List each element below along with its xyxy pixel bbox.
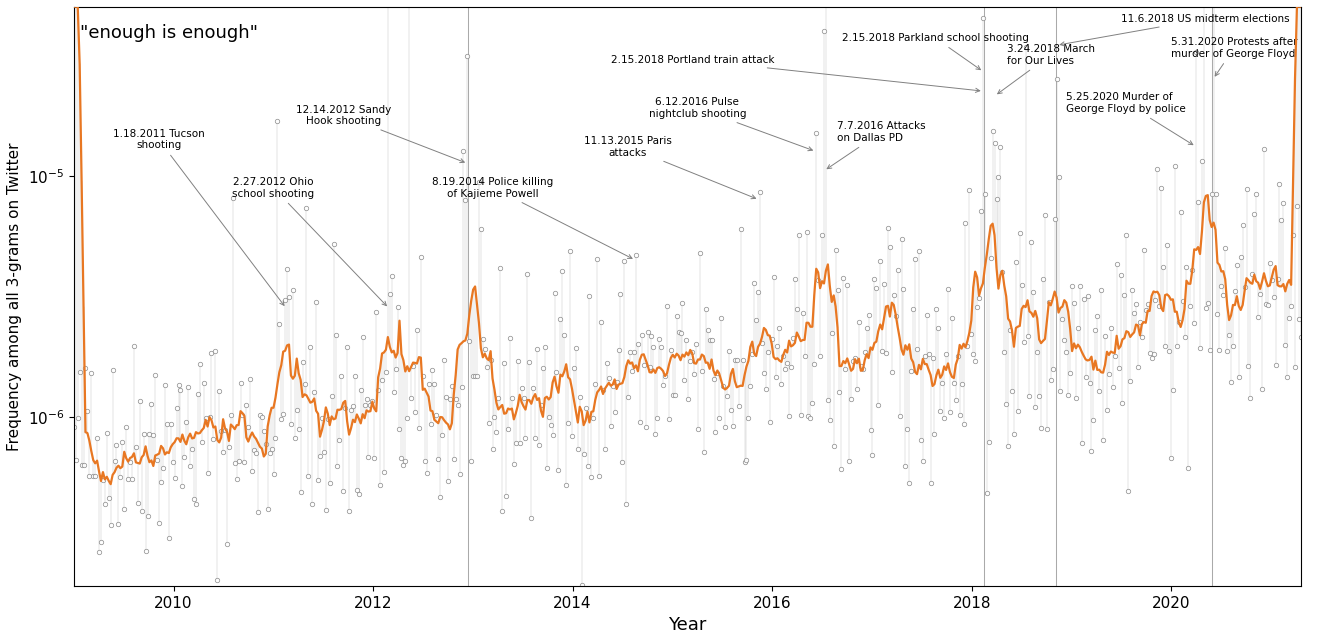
X-axis label: Year: Year [668, 616, 707, 634]
Text: 3.24.2018 March
for Our Lives: 3.24.2018 March for Our Lives [997, 44, 1094, 94]
Text: 5.31.2020 Protests after
murder of George Floyd: 5.31.2020 Protests after murder of Georg… [1171, 37, 1298, 76]
Text: 11.6.2018 US midterm elections: 11.6.2018 US midterm elections [1061, 13, 1290, 46]
Text: 1.18.2011 Tucson
shooting: 1.18.2011 Tucson shooting [113, 129, 284, 305]
Text: 2.15.2018 Parkland school shooting: 2.15.2018 Parkland school shooting [842, 33, 1029, 70]
Text: 6.12.2016 Pulse
nightclub shooting: 6.12.2016 Pulse nightclub shooting [648, 97, 813, 151]
Text: "enough is enough": "enough is enough" [80, 24, 259, 42]
Text: 8.19.2014 Police killing
of Kajieme Powell: 8.19.2014 Police killing of Kajieme Powe… [432, 177, 633, 258]
Text: 5.25.2020 Murder of
George Floyd by police: 5.25.2020 Murder of George Floyd by poli… [1066, 92, 1193, 145]
Y-axis label: Frequency among all 3-grams on Twitter: Frequency among all 3-grams on Twitter [7, 142, 23, 451]
Text: 2.27.2012 Ohio
school shooting: 2.27.2012 Ohio school shooting [232, 177, 386, 306]
Text: 7.7.2016 Attacks
on Dallas PD: 7.7.2016 Attacks on Dallas PD [827, 121, 926, 169]
Text: 2.15.2018 Portland train attack: 2.15.2018 Portland train attack [610, 54, 980, 92]
Text: 12.14.2012 Sandy
Hook shooting: 12.14.2012 Sandy Hook shooting [296, 104, 464, 163]
Text: 11.13.2015 Paris
attacks: 11.13.2015 Paris attacks [583, 136, 756, 199]
